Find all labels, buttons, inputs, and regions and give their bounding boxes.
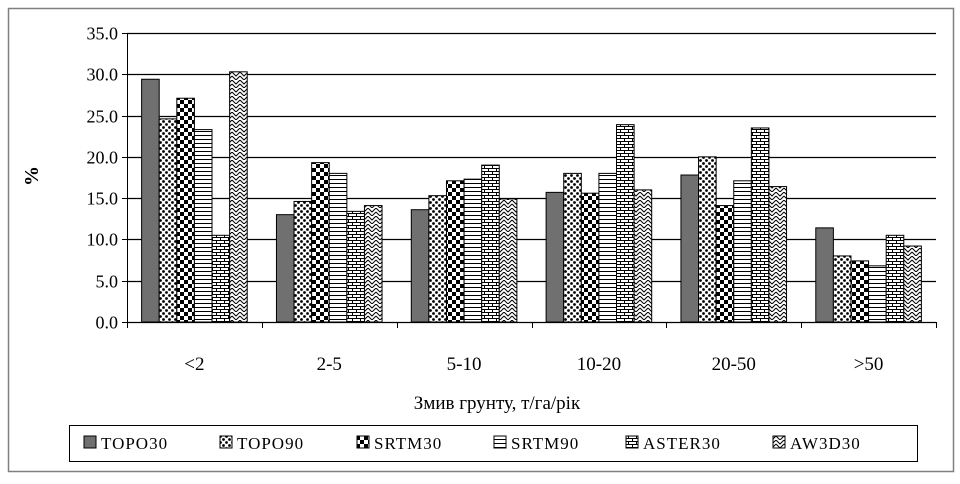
- legend-label-aster30: ASTER30: [643, 434, 721, 453]
- x-tick-label: 20-50: [712, 354, 756, 375]
- y-tick-label: 30.0: [87, 65, 119, 85]
- legend-swatch-aw3d30: [772, 435, 786, 449]
- bar-topo30-4: [680, 174, 700, 323]
- bar-aw3d30-3: [633, 189, 653, 323]
- bar-topo30-1: [275, 214, 295, 323]
- bar-aw3d30-1: [363, 205, 383, 323]
- bar-topo90-5: [832, 255, 852, 323]
- legend-label-srtm90: SRTM90: [511, 434, 579, 453]
- bar-srtm30-2: [445, 180, 465, 323]
- x-tick-label: 5-10: [447, 354, 482, 375]
- bar-srtm90-2: [463, 178, 483, 323]
- y-axis: 0.0 5.0 10.0 15.0 20.0 25.0 30.0 35.0: [87, 24, 128, 333]
- bar-srtm90-1: [328, 172, 348, 323]
- bar-aw3d30-2: [498, 198, 518, 323]
- bar-srtm90-3: [598, 172, 618, 323]
- legend-label-topo30: TOPO30: [101, 434, 168, 453]
- x-tick-label: 10-20: [577, 354, 621, 375]
- bar-topo30-3: [545, 191, 565, 323]
- x-axis-title: Змив грунту, т/га/рік: [414, 393, 581, 414]
- bar-aster30-2: [481, 164, 500, 323]
- bar-topo30-2: [410, 209, 430, 323]
- legend-swatch-aster30: [625, 435, 639, 449]
- legend-swatch-srtm90: [493, 435, 507, 449]
- bar-topo90-4: [698, 156, 717, 323]
- bar-topo90-1: [293, 200, 313, 323]
- legend-swatch-srtm30: [356, 435, 370, 449]
- y-tick-label: 5.0: [96, 272, 119, 292]
- bar-srtm90-0: [193, 129, 213, 323]
- legend-label-topo90: TOPO90: [237, 434, 304, 453]
- bar-topo90-3: [563, 172, 582, 323]
- bar-aster30-5: [885, 234, 905, 323]
- bar-srtm30-1: [311, 162, 330, 323]
- bar-srtm90-5: [868, 265, 887, 323]
- x-tick-label: >50: [854, 354, 884, 375]
- y-tick-label: 35.0: [87, 24, 119, 44]
- bar-topo90-2: [428, 195, 447, 323]
- y-tick-label: 10.0: [87, 230, 119, 250]
- bar-srtm30-5: [850, 260, 870, 323]
- x-tick-label: 2-5: [317, 354, 342, 375]
- bar-topo30-0: [141, 78, 160, 323]
- x-axis: <2 2-5 5-10 10-20 20-50 >50: [127, 321, 937, 375]
- bar-aster30-0: [211, 234, 231, 323]
- y-tick-label: 25.0: [87, 107, 119, 127]
- legend-swatch-topo90: [219, 435, 233, 449]
- legend-swatch-topo30: [83, 435, 97, 449]
- x-tick-label: <2: [184, 354, 204, 375]
- bar-aster30-4: [750, 127, 770, 323]
- bar-aw3d30-5: [903, 245, 922, 323]
- bar-topo90-0: [158, 118, 178, 323]
- bar-srtm30-4: [715, 205, 735, 323]
- y-tick-label: 0.0: [96, 313, 119, 333]
- bar-srtm90-4: [733, 180, 752, 323]
- bar-aw3d30-0: [229, 71, 248, 323]
- bars: [141, 71, 922, 323]
- y-tick-label: 20.0: [87, 148, 119, 168]
- legend-label-srtm30: SRTM30: [374, 434, 442, 453]
- y-tick-label: 15.0: [87, 189, 119, 209]
- legend-label-aw3d30: AW3D30: [790, 434, 861, 453]
- gridlines: [127, 32, 936, 283]
- bar-srtm30-0: [176, 97, 195, 323]
- bar-aster30-3: [616, 124, 635, 323]
- bar-topo30-5: [815, 227, 834, 323]
- y-axis-title: %: [21, 166, 43, 186]
- legend: TOPO30 TOPO90 SRTM30 SRTM90 ASTER30 AW3D30: [69, 425, 918, 462]
- bar-aster30-1: [346, 210, 365, 323]
- bar-srtm30-3: [580, 192, 600, 323]
- bar-aw3d30-4: [768, 186, 788, 323]
